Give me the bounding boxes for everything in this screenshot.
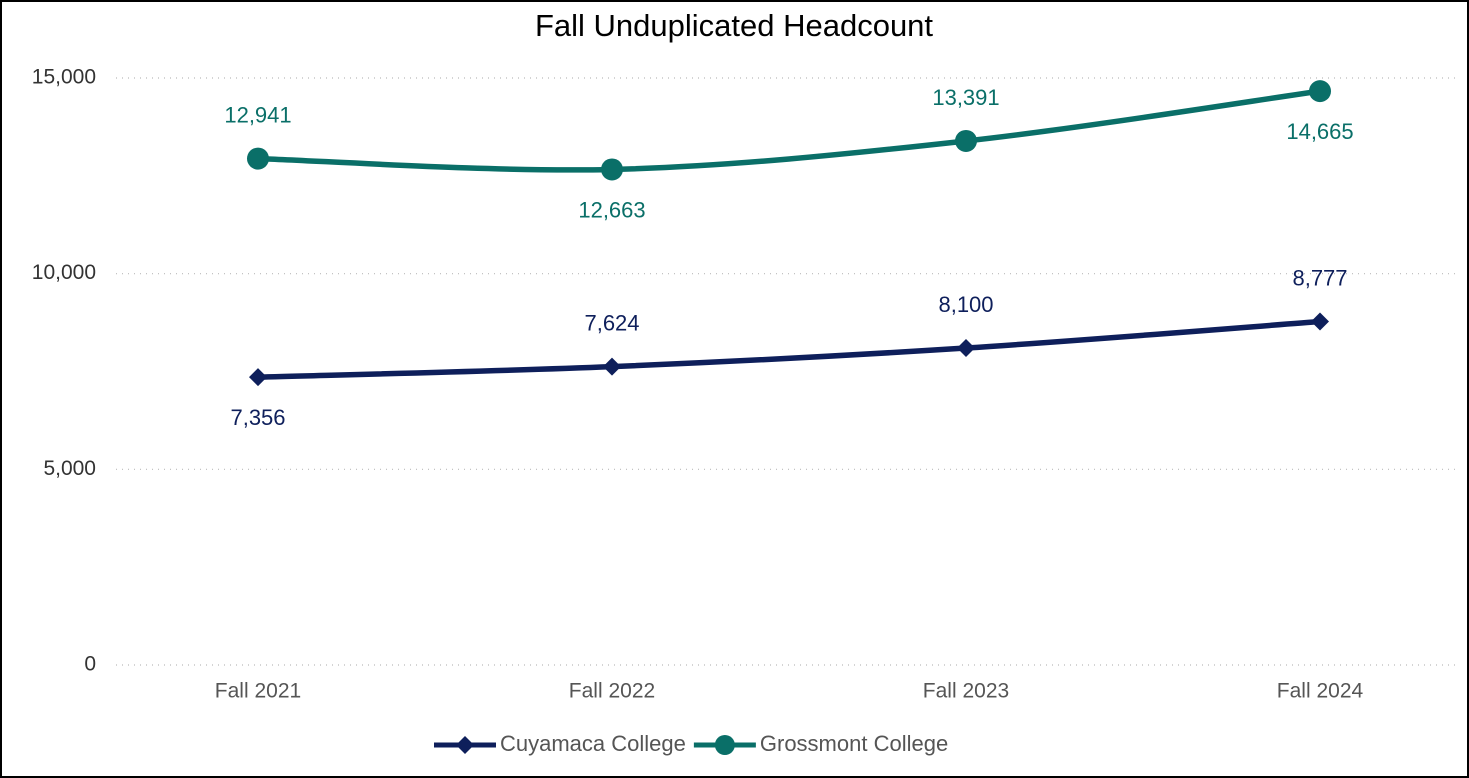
- x-tick-label: Fall 2022: [569, 680, 655, 703]
- legend-label: Grossmont College: [760, 731, 948, 756]
- series-line: [257, 88, 1321, 173]
- marker: [603, 357, 621, 376]
- marker: [1309, 80, 1331, 103]
- y-tick-label: 0: [84, 653, 96, 676]
- data-label: 13,391: [932, 85, 999, 110]
- legend-marker: [456, 736, 474, 754]
- marker: [249, 368, 267, 387]
- chart-title: Fall Unduplicated Headcount: [535, 8, 933, 43]
- data-label: 14,665: [1286, 119, 1353, 144]
- data-label: 7,624: [584, 310, 639, 335]
- data-label: 8,100: [938, 292, 993, 317]
- x-tick-label: Fall 2023: [923, 680, 1009, 703]
- marker: [601, 158, 623, 181]
- y-tick-label: 5,000: [43, 457, 96, 480]
- data-label: 12,663: [578, 197, 645, 222]
- data-label: 8,777: [1292, 265, 1347, 290]
- x-tick-label: Fall 2021: [215, 680, 301, 703]
- marker: [1311, 312, 1329, 331]
- data-label: 7,356: [230, 405, 285, 430]
- y-tick-label: 10,000: [32, 261, 96, 284]
- x-tick-label: Fall 2024: [1277, 680, 1364, 703]
- y-tick-label: 15,000: [32, 66, 96, 89]
- marker: [955, 129, 977, 152]
- marker: [957, 339, 975, 358]
- marker: [247, 147, 269, 170]
- data-label: 12,941: [224, 102, 291, 127]
- legend-marker: [714, 735, 735, 755]
- series-line: [257, 318, 1321, 380]
- legend-label: Cuyamaca College: [500, 731, 686, 756]
